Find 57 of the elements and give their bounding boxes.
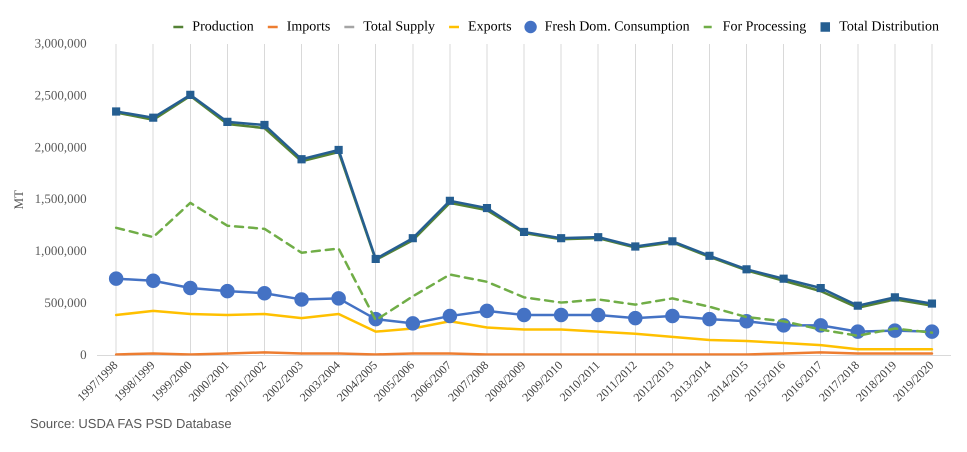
point xyxy=(854,302,862,310)
point xyxy=(890,293,899,302)
point xyxy=(590,308,606,322)
y-tick-label: 0 xyxy=(80,346,87,362)
point xyxy=(554,308,568,322)
point xyxy=(780,274,788,283)
point xyxy=(372,254,380,264)
point xyxy=(257,286,272,300)
point xyxy=(557,234,566,242)
y-axis-title: MT xyxy=(11,190,26,210)
legend-label: Total Distribution xyxy=(839,20,940,35)
point xyxy=(631,242,640,251)
point xyxy=(408,234,417,242)
point xyxy=(594,233,602,242)
legend-label: Production xyxy=(192,20,254,35)
point xyxy=(294,292,309,307)
point xyxy=(183,280,198,296)
legend-label: Fresh Dom. Consumption xyxy=(544,20,690,35)
point xyxy=(146,274,160,288)
point xyxy=(739,314,754,328)
point xyxy=(742,265,751,274)
point xyxy=(928,300,936,308)
point xyxy=(705,252,714,260)
point xyxy=(331,291,346,306)
y-tick-label: 2,500,000 xyxy=(34,87,87,102)
point xyxy=(334,146,343,154)
y-tick-label: 1,500,000 xyxy=(34,191,87,206)
y-tick-label: 2,000,000 xyxy=(34,139,87,154)
point xyxy=(297,155,306,164)
point xyxy=(406,316,420,331)
point xyxy=(108,271,124,286)
point xyxy=(702,312,717,326)
legend-label: Exports xyxy=(468,20,512,35)
legend-label: Imports xyxy=(286,20,330,35)
point xyxy=(668,237,676,246)
point xyxy=(482,204,492,212)
point xyxy=(628,310,643,326)
point xyxy=(186,90,194,99)
point xyxy=(665,308,680,324)
point xyxy=(220,284,235,298)
point xyxy=(816,284,825,292)
point xyxy=(223,118,232,126)
point xyxy=(260,120,269,130)
point xyxy=(480,304,494,318)
point xyxy=(924,324,940,339)
y-tick-label: 500,000 xyxy=(44,295,87,310)
y-tick-label: 1,000,000 xyxy=(34,243,87,258)
source-note: Source: USDA FAS PSD Database xyxy=(30,416,233,431)
legend-label: Total Supply xyxy=(363,20,436,35)
y-tick-label: 3,000,000 xyxy=(34,35,87,50)
point xyxy=(112,107,120,116)
point xyxy=(446,196,454,205)
point xyxy=(516,308,532,322)
point xyxy=(520,228,528,236)
point xyxy=(149,114,158,122)
point xyxy=(442,308,458,324)
legend-label: For Processing xyxy=(722,20,806,35)
